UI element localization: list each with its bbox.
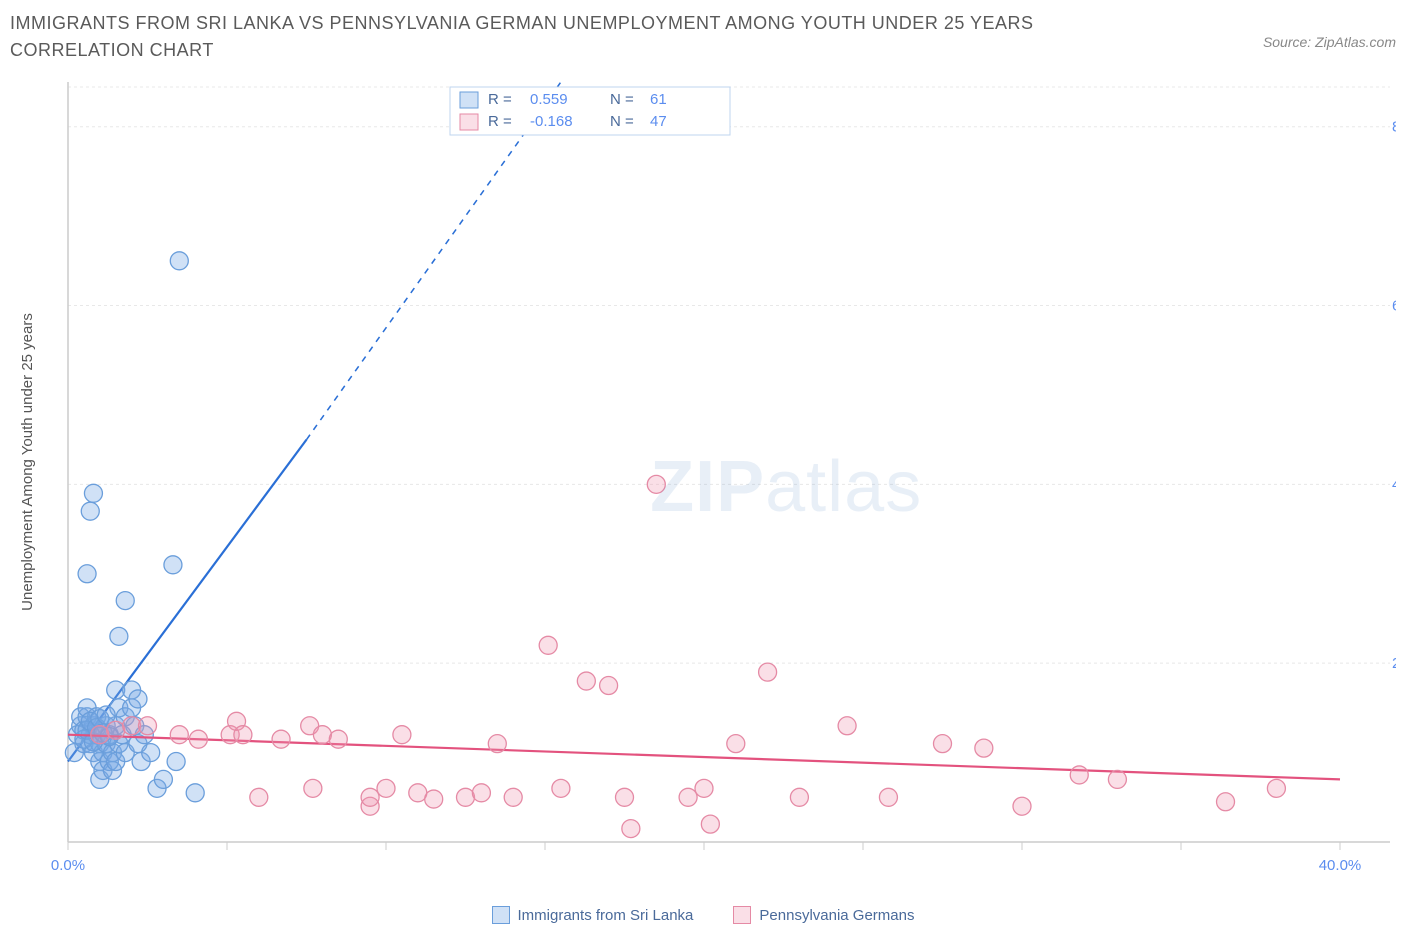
legend-label: Pennsylvania Germans	[759, 907, 914, 924]
scatter-chart: 20.0% 40.0% 60.0% 80.0% 0.0% 40.0% Unemploymen…	[10, 72, 1396, 902]
svg-text:40.0%: 40.0%	[1392, 476, 1396, 493]
svg-text:-0.168: -0.168	[530, 113, 573, 130]
svg-text:60.0%: 60.0%	[1392, 298, 1396, 315]
svg-text:47: 47	[650, 113, 667, 130]
svg-text:Unemployment Among Youth under: Unemployment Among Youth under 25 years	[19, 313, 36, 611]
chart-title: IMMIGRANTS FROM SRI LANKA VS PENNSYLVANI…	[10, 10, 1110, 64]
svg-text:R =: R =	[488, 91, 512, 108]
svg-text:80.0%: 80.0%	[1392, 119, 1396, 136]
source-label: Source: ZipAtlas.com	[1263, 34, 1396, 50]
legend-item-series-1: Immigrants from Sri Lanka	[492, 906, 694, 924]
legend-swatch-blue	[492, 906, 510, 924]
svg-text:R =: R =	[488, 113, 512, 130]
legend-item-series-2: Pennsylvania Germans	[733, 906, 914, 924]
svg-text:N =: N =	[610, 91, 634, 108]
svg-text:N =: N =	[610, 113, 634, 130]
svg-text:40.0%: 40.0%	[1319, 857, 1362, 874]
svg-text:20.0%: 20.0%	[1392, 655, 1396, 672]
chart-container: 20.0% 40.0% 60.0% 80.0% 0.0% 40.0% Unemploymen…	[10, 72, 1396, 902]
legend-swatch-pink	[733, 906, 751, 924]
legend-label: Immigrants from Sri Lanka	[518, 907, 694, 924]
svg-text:0.0%: 0.0%	[51, 857, 85, 874]
svg-text:61: 61	[650, 91, 667, 108]
svg-text:0.559: 0.559	[530, 91, 568, 108]
bottom-legend: Immigrants from Sri Lanka Pennsylvania G…	[10, 906, 1396, 924]
